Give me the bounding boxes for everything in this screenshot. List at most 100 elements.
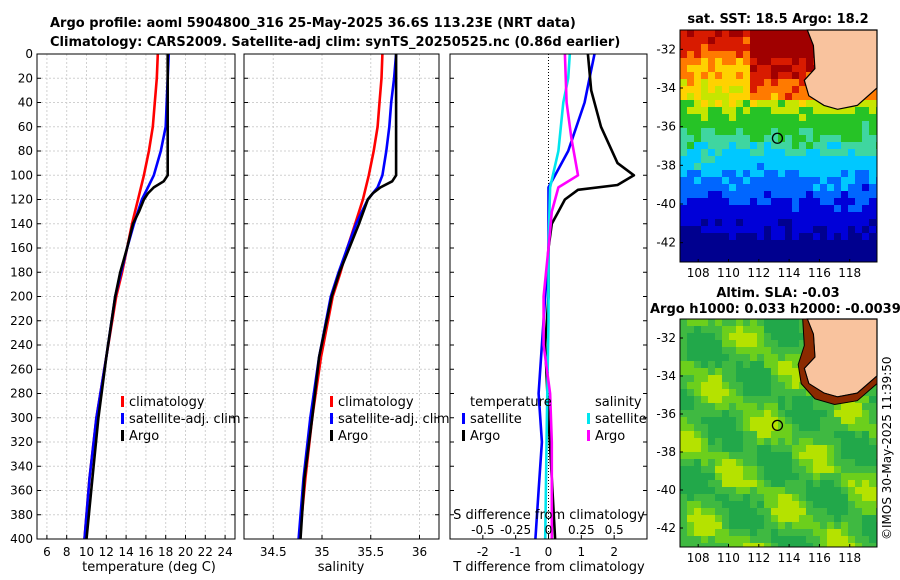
map-cell xyxy=(869,247,876,254)
map-cell xyxy=(680,466,687,473)
map-cell xyxy=(694,247,701,254)
map-cell xyxy=(694,240,701,247)
map-cell xyxy=(680,72,687,79)
map-cell xyxy=(855,107,862,114)
map-cell xyxy=(680,135,687,142)
map-cell xyxy=(694,438,701,445)
map-cell xyxy=(764,494,771,501)
map-cell xyxy=(743,44,750,51)
map-cell xyxy=(715,93,722,100)
map-cell xyxy=(701,333,708,340)
map-cell xyxy=(687,333,694,340)
map-cell xyxy=(785,347,792,354)
map-cell xyxy=(694,445,701,452)
map-cell xyxy=(701,128,708,135)
map-cell xyxy=(792,473,799,480)
map-cell xyxy=(757,163,764,170)
map-cell xyxy=(750,515,757,522)
map-cell xyxy=(729,65,736,72)
map-cell xyxy=(729,184,736,191)
map-cell xyxy=(869,212,876,219)
map-cell xyxy=(848,431,855,438)
map-cell xyxy=(785,226,792,233)
map-cell xyxy=(750,65,757,72)
map-cell xyxy=(771,58,778,65)
map-cell xyxy=(827,226,834,233)
map-cell xyxy=(680,86,687,93)
map-cell xyxy=(736,340,743,347)
x-tick-label: 12 xyxy=(99,545,114,559)
map-cell xyxy=(708,326,715,333)
map-lat-label: -42 xyxy=(656,521,676,535)
map-cell xyxy=(764,431,771,438)
map-cell xyxy=(764,135,771,142)
map-cell xyxy=(813,529,820,536)
map-cell xyxy=(694,44,701,51)
map-cell xyxy=(743,487,750,494)
map-cell xyxy=(729,333,736,340)
map-cell xyxy=(771,403,778,410)
map-cell xyxy=(708,219,715,226)
map-cell xyxy=(722,226,729,233)
map-cell xyxy=(841,522,848,529)
map-cell xyxy=(869,219,876,226)
map-cell xyxy=(862,529,869,536)
map-cell xyxy=(764,37,771,44)
map-cell xyxy=(806,459,813,466)
map-cell xyxy=(708,438,715,445)
imos-credit: ©IMOS 30-May-2025 11:39:50 xyxy=(880,356,894,540)
map-cell xyxy=(701,184,708,191)
map-cell xyxy=(855,156,862,163)
map-cell xyxy=(799,424,806,431)
y-tick-label: 400 xyxy=(10,532,33,546)
y-tick-label: 40 xyxy=(18,96,33,110)
map-cell xyxy=(785,254,792,261)
map-cell xyxy=(722,508,729,515)
map-cell xyxy=(680,480,687,487)
map-cell xyxy=(799,219,806,226)
map-cell xyxy=(785,368,792,375)
map-lat-label: -32 xyxy=(656,42,676,56)
map-cell xyxy=(736,184,743,191)
map-cell xyxy=(750,410,757,417)
x-tick-label: 6 xyxy=(43,545,51,559)
map-cell xyxy=(708,72,715,79)
map-cell xyxy=(680,487,687,494)
map-cell xyxy=(771,107,778,114)
map-cell xyxy=(771,354,778,361)
map-cell xyxy=(764,170,771,177)
map-cell xyxy=(799,326,806,333)
map-cell xyxy=(792,424,799,431)
map-cell xyxy=(750,529,757,536)
map-cell xyxy=(715,424,722,431)
map-cell xyxy=(862,508,869,515)
map-cell xyxy=(799,212,806,219)
map-cell xyxy=(855,515,862,522)
y-tick-label: 140 xyxy=(10,217,33,231)
map-cell xyxy=(778,508,785,515)
map-cell xyxy=(757,93,764,100)
map-cell xyxy=(694,396,701,403)
map-cell xyxy=(841,121,848,128)
map-cell xyxy=(694,205,701,212)
map-cell xyxy=(701,361,708,368)
map-cell xyxy=(750,326,757,333)
map-cell xyxy=(764,340,771,347)
map-cell xyxy=(827,431,834,438)
map-cell xyxy=(743,501,750,508)
map-cell xyxy=(757,522,764,529)
map-cell xyxy=(736,44,743,51)
map-cell xyxy=(680,403,687,410)
map-cell xyxy=(694,79,701,86)
map-cell xyxy=(869,508,876,515)
map-cell xyxy=(799,121,806,128)
map-cell xyxy=(680,473,687,480)
map-cell xyxy=(813,480,820,487)
map-cell xyxy=(827,128,834,135)
x-tick-label: 35 xyxy=(314,545,329,559)
map-cell xyxy=(799,100,806,107)
map-cell xyxy=(813,135,820,142)
map-cell xyxy=(764,480,771,487)
map-cell xyxy=(708,65,715,72)
map-cell xyxy=(855,473,862,480)
